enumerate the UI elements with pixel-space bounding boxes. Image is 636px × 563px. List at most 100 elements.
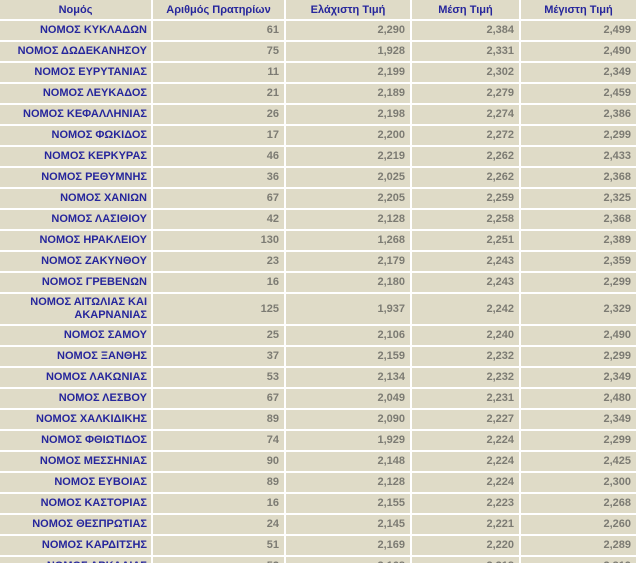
min-price-cell: 2,169 [285, 535, 412, 557]
table-row: ΝΟΜΟΣ ΧΑΝΙΩΝ 67 2,205 2,259 2,325 [0, 188, 636, 210]
min-price-cell: 2,148 [285, 451, 412, 473]
prefecture-name-cell: ΝΟΜΟΣ ΧΑΝΙΩΝ [0, 188, 153, 210]
avg-price-cell: 2,221 [411, 514, 521, 536]
station-count-cell: 67 [152, 188, 286, 210]
station-count-cell: 37 [152, 346, 286, 368]
prefecture-name-cell: ΝΟΜΟΣ ΕΥΒΟΙΑΣ [0, 472, 153, 494]
avg-price-cell: 2,224 [411, 451, 521, 473]
station-count-cell: 51 [152, 535, 286, 557]
max-price-cell: 2,299 [520, 346, 636, 368]
station-count-cell: 75 [152, 41, 286, 63]
prefecture-name-cell: ΝΟΜΟΣ ΑΡΚΑΔΙΑΣ [0, 556, 153, 563]
table-row: ΝΟΜΟΣ ΣΑΜΟΥ 25 2,106 2,240 2,490 [0, 325, 636, 347]
table-row: ΝΟΜΟΣ ΧΑΛΚΙΔΙΚΗΣ 89 2,090 2,227 2,349 [0, 409, 636, 431]
table-body: ΝΟΜΟΣ ΚΥΚΛΑΔΩΝ 61 2,290 2,384 2,499 ΝΟΜΟΣ ΔΩΔ… [0, 20, 636, 563]
station-count-cell: 125 [152, 293, 286, 326]
table-row: ΝΟΜΟΣ ΛΑΣΙΘΙΟΥ 42 2,128 2,258 2,368 [0, 209, 636, 231]
max-price-cell: 2,459 [520, 83, 636, 105]
table-row: ΝΟΜΟΣ ΛΕΥΚΑΔΟΣ 21 2,189 2,279 2,459 [0, 83, 636, 105]
min-price-cell: 2,025 [285, 167, 412, 189]
avg-price-cell: 2,259 [411, 188, 521, 210]
table-row: ΝΟΜΟΣ ΔΩΔΕΚΑΝΗΣΟΥ 75 1,928 2,331 2,490 [0, 41, 636, 63]
min-price-cell: 2,205 [285, 188, 412, 210]
prefecture-name-cell: ΝΟΜΟΣ ΚΕΦΑΛΛΗΝΙΑΣ [0, 104, 153, 126]
prefecture-name-cell: ΝΟΜΟΣ ΛΑΚΩΝΙΑΣ [0, 367, 153, 389]
avg-price-cell: 2,231 [411, 388, 521, 410]
table-row: ΝΟΜΟΣ ΕΥΡΥΤΑΝΙΑΣ 11 2,199 2,302 2,349 [0, 62, 636, 84]
prefecture-name-cell: ΝΟΜΟΣ ΑΙΤΩΛΙΑΣ ΚΑΙ ΑΚΑΡΝΑΝΙΑΣ [0, 293, 153, 326]
max-price-cell: 2,359 [520, 251, 636, 273]
avg-price-cell: 2,262 [411, 167, 521, 189]
min-price-cell: 2,198 [285, 104, 412, 126]
avg-price-cell: 2,272 [411, 125, 521, 147]
min-price-cell: 2,200 [285, 125, 412, 147]
table-row: ΝΟΜΟΣ ΚΕΡΚΥΡΑΣ 46 2,219 2,262 2,433 [0, 146, 636, 168]
table-row: ΝΟΜΟΣ ΚΥΚΛΑΔΩΝ 61 2,290 2,384 2,499 [0, 20, 636, 42]
max-price-cell: 2,349 [520, 62, 636, 84]
table-row: ΝΟΜΟΣ ΚΑΣΤΟΡΙΑΣ 16 2,155 2,223 2,268 [0, 493, 636, 515]
prefecture-name-cell: ΝΟΜΟΣ ΞΑΝΘΗΣ [0, 346, 153, 368]
avg-price-cell: 2,227 [411, 409, 521, 431]
station-count-cell: 25 [152, 325, 286, 347]
min-price-cell: 2,049 [285, 388, 412, 410]
column-header-min-price: Ελάχιστη Τιμή [285, 0, 412, 21]
min-price-cell: 2,134 [285, 367, 412, 389]
max-price-cell: 2,490 [520, 325, 636, 347]
station-count-cell: 90 [152, 451, 286, 473]
avg-price-cell: 2,331 [411, 41, 521, 63]
column-header-prefecture: Νομός [0, 0, 153, 21]
header-row: Νομός Αριθμός Πρατηρίων Ελάχιστη Τιμή Μέ… [0, 0, 636, 21]
avg-price-cell: 2,242 [411, 293, 521, 326]
prefecture-name-cell: ΝΟΜΟΣ ΓΡΕΒΕΝΩΝ [0, 272, 153, 294]
avg-price-cell: 2,258 [411, 209, 521, 231]
table-row: ΝΟΜΟΣ ΖΑΚΥΝΘΟΥ 23 2,179 2,243 2,359 [0, 251, 636, 273]
avg-price-cell: 2,243 [411, 272, 521, 294]
min-price-cell: 2,168 [285, 556, 412, 563]
avg-price-cell: 2,240 [411, 325, 521, 347]
column-header-max-price: Μέγιστη Τιμή [520, 0, 636, 21]
prefecture-name-cell: ΝΟΜΟΣ ΧΑΛΚΙΔΙΚΗΣ [0, 409, 153, 431]
prefecture-name-cell: ΝΟΜΟΣ ΚΕΡΚΥΡΑΣ [0, 146, 153, 168]
table-row: ΝΟΜΟΣ ΜΕΣΣΗΝΙΑΣ 90 2,148 2,224 2,425 [0, 451, 636, 473]
prefecture-name-cell: ΝΟΜΟΣ ΖΑΚΥΝΘΟΥ [0, 251, 153, 273]
max-price-cell: 2,300 [520, 472, 636, 494]
table-row: ΝΟΜΟΣ ΘΕΣΠΡΩΤΙΑΣ 24 2,145 2,221 2,260 [0, 514, 636, 536]
max-price-cell: 2,425 [520, 451, 636, 473]
avg-price-cell: 2,223 [411, 493, 521, 515]
min-price-cell: 1,268 [285, 230, 412, 252]
prefecture-name-cell: ΝΟΜΟΣ ΛΕΥΚΑΔΟΣ [0, 83, 153, 105]
min-price-cell: 2,155 [285, 493, 412, 515]
station-count-cell: 42 [152, 209, 286, 231]
min-price-cell: 2,090 [285, 409, 412, 431]
max-price-cell: 2,289 [520, 535, 636, 557]
table-row: ΝΟΜΟΣ ΕΥΒΟΙΑΣ 89 2,128 2,224 2,300 [0, 472, 636, 494]
max-price-cell: 2,299 [520, 125, 636, 147]
min-price-cell: 2,219 [285, 146, 412, 168]
avg-price-cell: 2,262 [411, 146, 521, 168]
prefecture-name-cell: ΝΟΜΟΣ ΛΕΣΒΟΥ [0, 388, 153, 410]
station-count-cell: 16 [152, 493, 286, 515]
max-price-cell: 2,433 [520, 146, 636, 168]
avg-price-cell: 2,251 [411, 230, 521, 252]
min-price-cell: 2,128 [285, 472, 412, 494]
prefecture-name-cell: ΝΟΜΟΣ ΜΕΣΣΗΝΙΑΣ [0, 451, 153, 473]
prefecture-name-cell: ΝΟΜΟΣ ΚΑΡΔΙΤΣΗΣ [0, 535, 153, 557]
min-price-cell: 2,128 [285, 209, 412, 231]
table-row: ΝΟΜΟΣ ΡΕΘΥΜΝΗΣ 36 2,025 2,262 2,368 [0, 167, 636, 189]
station-count-cell: 130 [152, 230, 286, 252]
column-header-avg-price: Μέση Τιμή [411, 0, 521, 21]
min-price-cell: 1,928 [285, 41, 412, 63]
avg-price-cell: 2,232 [411, 346, 521, 368]
min-price-cell: 2,180 [285, 272, 412, 294]
station-count-cell: 46 [152, 146, 286, 168]
table-row: ΝΟΜΟΣ ΑΙΤΩΛΙΑΣ ΚΑΙ ΑΚΑΡΝΑΝΙΑΣ 125 1,937 2,2… [0, 293, 636, 326]
min-price-cell: 1,929 [285, 430, 412, 452]
station-count-cell: 26 [152, 104, 286, 126]
prefecture-name-cell: ΝΟΜΟΣ ΔΩΔΕΚΑΝΗΣΟΥ [0, 41, 153, 63]
min-price-cell: 2,106 [285, 325, 412, 347]
avg-price-cell: 2,224 [411, 430, 521, 452]
max-price-cell: 2,329 [520, 293, 636, 326]
avg-price-cell: 2,232 [411, 367, 521, 389]
max-price-cell: 2,319 [520, 556, 636, 563]
prefecture-name-cell: ΝΟΜΟΣ ΦΩΚΙΔΟΣ [0, 125, 153, 147]
